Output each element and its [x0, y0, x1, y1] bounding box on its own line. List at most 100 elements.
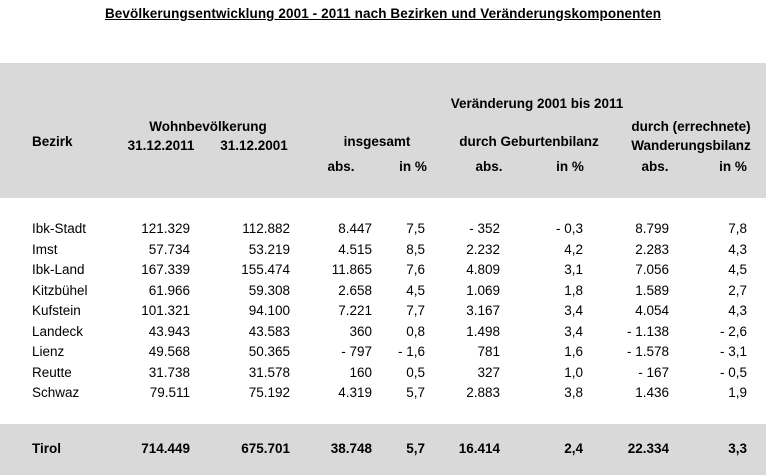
cell-bezirk: Imst: [32, 241, 58, 257]
table-header: [0, 63, 766, 198]
header-date-2011: 31.12.2011: [127, 138, 195, 153]
cell-wb2011: 43.943: [148, 323, 190, 339]
cell-wan-pct: 1,9: [728, 385, 747, 400]
cell-ges-abs: 4.319: [338, 385, 372, 400]
cell-wb2001: 50.365: [248, 344, 290, 359]
cell-bezirk: Kitzbühel: [32, 282, 88, 298]
header-date-2001: 31.12.2001: [220, 138, 288, 153]
cell-geb-pct: 4,2: [564, 241, 583, 257]
table-row-total: Tirol 714.449 675.701 38.748 5,7 16.414 …: [0, 441, 766, 461]
cell-ges-abs: 360: [349, 323, 372, 339]
cell-ges-abs: 7.221: [338, 303, 372, 318]
cell-wan-abs: 1.589: [635, 282, 669, 298]
cell-ges-abs: 38.748: [330, 441, 372, 456]
cell-bezirk: Tirol: [32, 441, 62, 456]
table-row: Ibk-Stadt 121.329 112.882 8.447 7,5 - 352 - 0,…: [0, 221, 766, 241]
cell-ges-abs: 4.515: [338, 241, 372, 257]
total-band: [0, 424, 766, 475]
cell-geb-abs: 1.069: [466, 282, 500, 298]
cell-wan-abs: 7.056: [635, 262, 669, 277]
cell-ges-pct: 5,7: [406, 385, 425, 400]
table-row: Landeck 43.943 43.583 360 0,8 1.498 3,4 - 1.138…: [0, 324, 766, 344]
header-geburtenbilanz-pct: in %: [556, 159, 584, 174]
cell-wb2011: 57.734: [148, 241, 190, 257]
header-wanderung-pct: in %: [719, 159, 747, 174]
header-insgesamt-abs: abs.: [327, 159, 355, 174]
cell-geb-abs: 16.414: [458, 441, 500, 456]
cell-wan-abs: - 1.138: [626, 323, 669, 339]
cell-wan-abs: 2.283: [635, 241, 669, 257]
cell-wan-pct: 4,5: [728, 262, 747, 277]
cell-wb2001: 155.474: [241, 262, 290, 277]
page-title: Bevölkerungsentwicklung 2001 - 2011 nach…: [104, 6, 662, 21]
cell-ges-pct: 7,6: [406, 262, 425, 277]
header-bezirk: Bezirk: [32, 134, 73, 149]
cell-ges-pct: 0,8: [406, 323, 425, 339]
cell-bezirk: Lienz: [32, 344, 65, 359]
cell-wb2001: 31.578: [248, 364, 290, 380]
cell-wb2001: 43.583: [248, 323, 290, 339]
table-row: Schwaz 79.511 75.192 4.319 5,7 2.883 3,8 1.436 1…: [0, 385, 766, 405]
cell-bezirk: Reutte: [32, 364, 72, 380]
cell-geb-abs: 2.232: [466, 241, 500, 257]
header-wanderung-line2: Wanderungsbilanz: [631, 138, 751, 153]
table-row: Imst 57.734 53.219 4.515 8,5 2.232 4,2 2.283 4,3: [0, 242, 766, 262]
cell-geb-pct: 3,4: [564, 303, 583, 318]
cell-wb2001: 53.219: [248, 241, 290, 257]
cell-geb-pct: 1,8: [564, 282, 583, 298]
cell-wan-abs: - 167: [638, 364, 669, 380]
cell-ges-abs: - 797: [341, 344, 372, 359]
table-row: Kufstein 101.321 94.100 7.221 7,7 3.167 3,4 4.0…: [0, 303, 766, 323]
cell-ges-pct: 5,7: [406, 441, 425, 456]
cell-wb2001: 112.882: [242, 221, 290, 236]
cell-wb2001: 94.100: [248, 303, 290, 318]
header-wanderung-abs: abs.: [641, 159, 669, 174]
cell-wan-pct: 3,3: [728, 441, 747, 456]
cell-geb-pct: 2,4: [564, 441, 583, 456]
cell-wb2001: 675.701: [241, 441, 290, 456]
cell-geb-abs: 781: [477, 344, 500, 359]
cell-wb2001: 75.192: [248, 385, 290, 400]
cell-wan-abs: 1.436: [635, 385, 669, 400]
cell-wb2011: 79.511: [149, 385, 190, 400]
cell-bezirk: Landeck: [32, 323, 84, 339]
cell-wan-pct: - 2,6: [719, 323, 747, 339]
cell-ges-pct: 7,7: [406, 303, 425, 318]
header-insgesamt: insgesamt: [343, 134, 411, 149]
header-geburtenbilanz: durch Geburtenbilanz: [459, 134, 599, 149]
cell-bezirk: Ibk-Land: [32, 262, 85, 277]
cell-wan-abs: 8.799: [635, 221, 669, 236]
cell-wan-pct: - 0,5: [719, 364, 747, 380]
cell-wb2011: 714.449: [141, 441, 190, 456]
cell-wb2011: 49.568: [148, 344, 190, 359]
table-row: Reutte 31.738 31.578 160 0,5 327 1,0 - 167 - 0,5: [0, 365, 766, 385]
cell-wan-abs: 22.334: [627, 441, 669, 456]
cell-ges-pct: 7,5: [406, 221, 425, 236]
header-geburtenbilanz-abs: abs.: [475, 159, 503, 174]
cell-ges-pct: - 1,6: [397, 344, 425, 359]
cell-wan-pct: 2,7: [728, 282, 747, 298]
cell-ges-pct: 8,5: [406, 241, 425, 257]
header-wanderung-line1: durch (errechnete): [631, 119, 751, 134]
table-row: Kitzbühel 61.966 59.308 2.658 4,5 1.069 1,8 1.5…: [0, 283, 766, 303]
header-veraenderung: Veränderung 2001 bis 2011: [450, 96, 624, 111]
cell-wb2011: 31.738: [148, 364, 190, 380]
cell-geb-abs: 2.883: [466, 385, 500, 400]
cell-geb-abs: 1.498: [466, 323, 500, 339]
header-wohnbevoelkerung: Wohnbevölkerung: [149, 119, 267, 134]
cell-geb-abs: - 352: [469, 221, 500, 236]
cell-wb2011: 121.329: [141, 221, 190, 236]
cell-geb-abs: 327: [477, 364, 500, 380]
cell-geb-abs: 3.167: [466, 303, 500, 318]
cell-geb-pct: 1,6: [564, 344, 583, 359]
cell-wan-abs: 4.054: [635, 303, 669, 318]
cell-wb2001: 59.308: [248, 282, 290, 298]
cell-wb2011: 101.321: [141, 303, 190, 318]
cell-wan-pct: - 3,1: [719, 344, 747, 359]
cell-geb-abs: 4.809: [466, 262, 500, 277]
cell-wan-pct: 4,3: [728, 303, 747, 318]
cell-geb-pct: - 0,3: [555, 221, 583, 236]
cell-ges-pct: 0,5: [406, 364, 425, 380]
cell-wb2011: 61.966: [148, 282, 190, 298]
cell-bezirk: Kufstein: [32, 303, 81, 318]
